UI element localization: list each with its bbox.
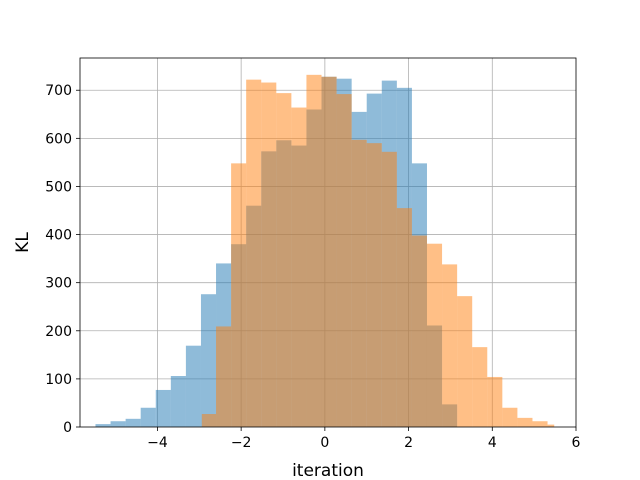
histogram-bar-series-2: [472, 347, 488, 427]
y-axis-label: KL: [13, 232, 33, 253]
y-axis: 0 100 200 300 400 500 600 700: [45, 83, 80, 436]
histogram-bar-series-2: [502, 407, 518, 427]
histogram-bar-series-2: [201, 414, 217, 427]
x-tick-label: 2: [404, 435, 413, 451]
histogram-bar-series-2: [321, 76, 337, 428]
x-axis-label: iteration: [292, 461, 364, 480]
y-tick-label: 0: [63, 420, 72, 436]
histogram-bar-series-2: [381, 151, 397, 428]
histogram-bar-series-2: [517, 417, 533, 427]
histogram-bars: [95, 74, 555, 428]
x-axis: −4 −2 0 2 4 6: [147, 427, 581, 451]
y-tick-label: 300: [45, 276, 72, 292]
histogram-bar-series-2: [336, 94, 352, 427]
histogram-bar-series-2: [231, 163, 247, 427]
x-tick-label: −4: [147, 435, 168, 451]
histogram-bar-series-1: [95, 424, 111, 427]
histogram-bar-series-1: [185, 345, 201, 427]
histogram-bar-series-1: [140, 407, 156, 427]
histogram-bar-series-2: [547, 424, 555, 427]
histogram-bar-series-2: [426, 243, 443, 427]
histogram-bar-series-2: [261, 82, 277, 427]
x-tick-label: 6: [572, 435, 581, 451]
x-tick-label: −2: [231, 435, 252, 451]
histogram-bar-series-2: [442, 264, 458, 427]
histogram-bar-series-2: [276, 93, 292, 428]
y-tick-label: 700: [45, 83, 72, 99]
histogram-bar-series-1: [125, 418, 141, 427]
histogram-bar-series-2: [246, 79, 262, 427]
histogram-bar-series-1: [170, 376, 186, 427]
histogram-bar-series-2: [411, 235, 427, 427]
y-tick-label: 100: [45, 372, 72, 388]
histogram-bar-series-2: [487, 376, 503, 427]
y-tick-label: 400: [45, 228, 72, 244]
histogram-bar-series-2: [532, 421, 548, 427]
histogram-bar-series-2: [366, 143, 382, 427]
histogram-bar-series-2: [351, 139, 367, 427]
plot-frame: [79, 57, 577, 428]
histogram-bar-series-2: [396, 208, 412, 427]
y-tick-label: 500: [45, 179, 72, 195]
y-tick-label: 200: [45, 324, 72, 340]
histogram-bar-series-2: [216, 326, 232, 427]
histogram-bar-series-1: [110, 421, 126, 427]
y-tick-label: 600: [45, 131, 72, 147]
x-tick-label: 0: [320, 435, 329, 451]
histogram-bar-series-2: [306, 74, 322, 428]
histogram-bar-series-2: [457, 296, 473, 427]
histogram-bar-series-1: [155, 389, 171, 427]
histogram-bar-series-1: [200, 294, 217, 427]
histogram-bar-series-2: [291, 107, 307, 428]
x-tick-label: 4: [488, 435, 497, 451]
